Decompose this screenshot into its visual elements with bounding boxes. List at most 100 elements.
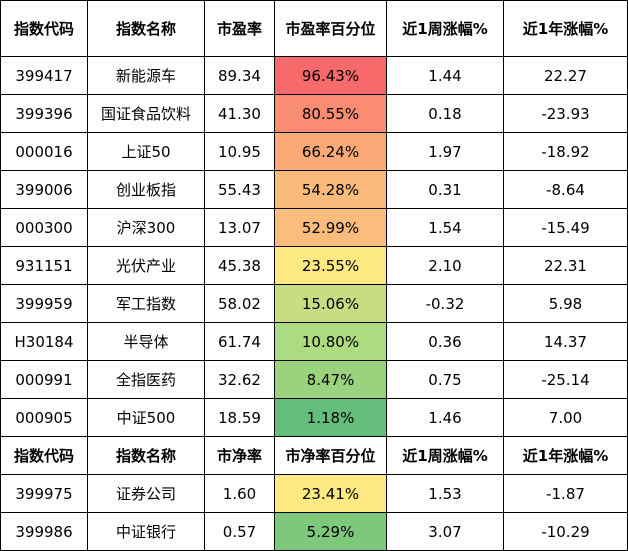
index-code-cell: 000016: [0, 132, 88, 171]
pe-percentile-cell: 52.99%: [274, 208, 387, 247]
header-year-change: 近1年涨幅%: [503, 0, 628, 57]
table-row: 399417 新能源车 89.34 96.43% 1.44 22.27: [0, 56, 628, 95]
index-name-cell: 沪深300: [87, 208, 205, 247]
pe-percentile-cell: 1.18%: [274, 398, 387, 437]
header-pe-ratio: 市盈率: [204, 0, 275, 57]
header-pb-ratio: 市净率: [204, 436, 275, 475]
year-change-cell: -15.49: [503, 208, 628, 247]
index-name-cell: 中证银行: [87, 512, 205, 551]
index-code-cell: 399006: [0, 170, 88, 209]
week-change-cell: 1.54: [386, 208, 504, 247]
pe-percentile-cell: 15.06%: [274, 284, 387, 323]
header-pe-percentile: 市盈率百分位: [274, 0, 387, 57]
pe-percentile-cell: 23.55%: [274, 246, 387, 285]
header-week-change: 近1周涨幅%: [386, 0, 504, 57]
pb-percentile-cell: 5.29%: [274, 512, 387, 551]
year-change-cell: 7.00: [503, 398, 628, 437]
header-index-code: 指数代码: [0, 0, 88, 57]
year-change-cell: -25.14: [503, 360, 628, 399]
table-row: 000300 沪深300 13.07 52.99% 1.54 -15.49: [0, 208, 628, 247]
year-change-cell: -23.93: [503, 94, 628, 133]
table-row: 399006 创业板指 55.43 54.28% 0.31 -8.64: [0, 170, 628, 209]
week-change-cell: 1.44: [386, 56, 504, 95]
pe-percentile-cell: 10.80%: [274, 322, 387, 361]
week-change-cell: 2.10: [386, 246, 504, 285]
index-code-cell: 399986: [0, 512, 88, 551]
index-code-cell: 399417: [0, 56, 88, 95]
year-change-cell: 22.31: [503, 246, 628, 285]
table-row: 399986 中证银行 0.57 5.29% 3.07 -10.29: [0, 512, 628, 551]
year-change-cell: 22.27: [503, 56, 628, 95]
week-change-cell: -0.32: [386, 284, 504, 323]
header-index-name: 指数名称: [87, 436, 205, 475]
index-name-cell: 中证500: [87, 398, 205, 437]
pe-section: 指数代码 指数名称 市盈率 市盈率百分位 近1周涨幅% 近1年涨幅%: [0, 0, 628, 57]
ratio-value-cell: 13.07: [204, 208, 275, 247]
header-year-change: 近1年涨幅%: [503, 436, 628, 475]
table-row: 000991 全指医药 32.62 8.47% 0.75 -25.14: [0, 360, 628, 399]
year-change-cell: 5.98: [503, 284, 628, 323]
index-name-cell: 证券公司: [87, 474, 205, 513]
table-row: 000016 上证50 10.95 66.24% 1.97 -18.92: [0, 132, 628, 171]
week-change-cell: 0.31: [386, 170, 504, 209]
header-index-name: 指数名称: [87, 0, 205, 57]
pb-percentile-cell: 23.41%: [274, 474, 387, 513]
table-row: 931151 光伏产业 45.38 23.55% 2.10 22.31: [0, 246, 628, 285]
week-change-cell: 1.46: [386, 398, 504, 437]
pe-header-row: 指数代码 指数名称 市盈率 市盈率百分位 近1周涨幅% 近1年涨幅%: [0, 0, 628, 57]
year-change-cell: -1.87: [503, 474, 628, 513]
table-row: 399396 国证食品饮料 41.30 80.55% 0.18 -23.93: [0, 94, 628, 133]
year-change-cell: -18.92: [503, 132, 628, 171]
ratio-value-cell: 0.57: [204, 512, 275, 551]
pe-percentile-cell: 80.55%: [274, 94, 387, 133]
index-name-cell: 半导体: [87, 322, 205, 361]
ratio-value-cell: 1.60: [204, 474, 275, 513]
index-code-cell: 399959: [0, 284, 88, 323]
index-name-cell: 光伏产业: [87, 246, 205, 285]
index-code-cell: 399975: [0, 474, 88, 513]
index-code-cell: H30184: [0, 322, 88, 361]
index-code-cell: 000905: [0, 398, 88, 437]
ratio-value-cell: 18.59: [204, 398, 275, 437]
year-change-cell: 14.37: [503, 322, 628, 361]
table-row: H30184 半导体 61.74 10.80% 0.36 14.37: [0, 322, 628, 361]
pe-rows: 399417 新能源车 89.34 96.43% 1.44 22.27 399396 国证食品…: [0, 56, 628, 437]
year-change-cell: -10.29: [503, 512, 628, 551]
year-change-cell: -8.64: [503, 170, 628, 209]
ratio-value-cell: 41.30: [204, 94, 275, 133]
index-name-cell: 国证食品饮料: [87, 94, 205, 133]
ratio-value-cell: 58.02: [204, 284, 275, 323]
table-row: 399975 证券公司 1.60 23.41% 1.53 -1.87: [0, 474, 628, 513]
header-index-code: 指数代码: [0, 436, 88, 475]
ratio-value-cell: 10.95: [204, 132, 275, 171]
index-name-cell: 新能源车: [87, 56, 205, 95]
index-code-cell: 399396: [0, 94, 88, 133]
table-row: 399959 军工指数 58.02 15.06% -0.32 5.98: [0, 284, 628, 323]
index-code-cell: 000991: [0, 360, 88, 399]
index-code-cell: 931151: [0, 246, 88, 285]
header-week-change: 近1周涨幅%: [386, 436, 504, 475]
ratio-value-cell: 32.62: [204, 360, 275, 399]
pe-percentile-cell: 8.47%: [274, 360, 387, 399]
ratio-value-cell: 89.34: [204, 56, 275, 95]
index-name-cell: 全指医药: [87, 360, 205, 399]
pb-rows: 399975 证券公司 1.60 23.41% 1.53 -1.87 399986 中证银行 0…: [0, 474, 628, 551]
index-name-cell: 上证50: [87, 132, 205, 171]
pe-percentile-cell: 54.28%: [274, 170, 387, 209]
index-code-cell: 000300: [0, 208, 88, 247]
index-name-cell: 军工指数: [87, 284, 205, 323]
ratio-value-cell: 55.43: [204, 170, 275, 209]
pe-percentile-cell: 96.43%: [274, 56, 387, 95]
header-pb-percentile: 市净率百分位: [274, 436, 387, 475]
index-name-cell: 创业板指: [87, 170, 205, 209]
week-change-cell: 1.53: [386, 474, 504, 513]
pe-percentile-cell: 66.24%: [274, 132, 387, 171]
pb-section: 指数代码 指数名称 市净率 市净率百分位 近1周涨幅% 近1年涨幅%: [0, 436, 628, 475]
ratio-value-cell: 45.38: [204, 246, 275, 285]
week-change-cell: 3.07: [386, 512, 504, 551]
week-change-cell: 0.18: [386, 94, 504, 133]
week-change-cell: 1.97: [386, 132, 504, 171]
week-change-cell: 0.75: [386, 360, 504, 399]
table-row: 000905 中证500 18.59 1.18% 1.46 7.00: [0, 398, 628, 437]
